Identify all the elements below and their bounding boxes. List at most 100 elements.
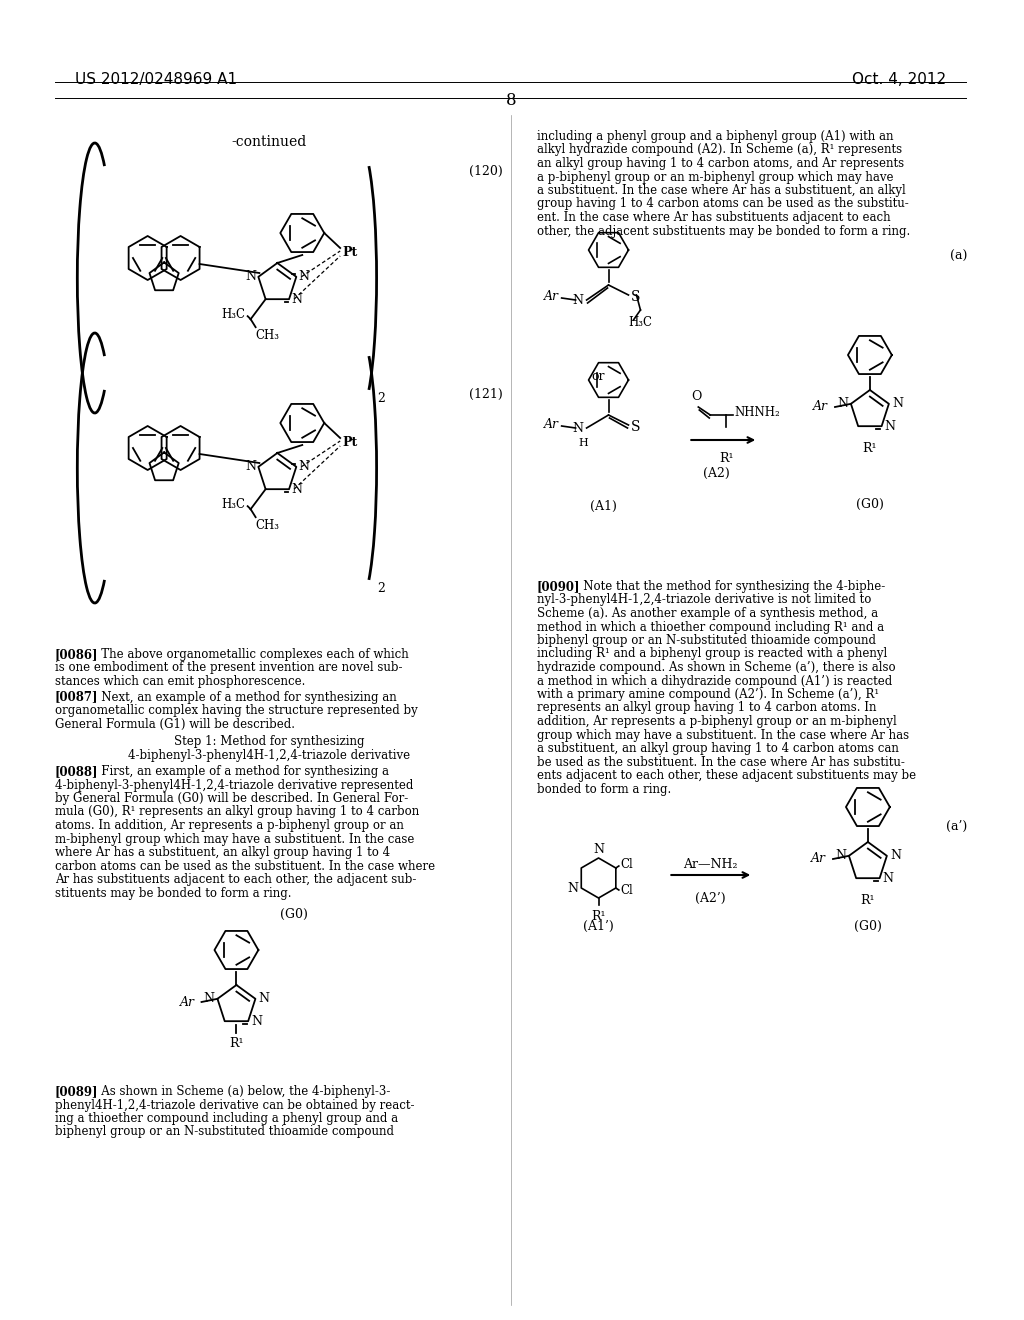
Text: N: N [572, 421, 584, 434]
Text: As shown in Scheme (a) below, the 4-biphenyl-3-: As shown in Scheme (a) below, the 4-biph… [90, 1085, 390, 1098]
Text: Scheme (a). As another example of a synthesis method, a: Scheme (a). As another example of a synt… [537, 607, 878, 620]
Text: atoms. In addition, Ar represents a p-biphenyl group or an: atoms. In addition, Ar represents a p-bi… [55, 818, 403, 832]
Text: R¹: R¹ [229, 1038, 244, 1049]
Text: biphenyl group or an N-substituted thioamide compound: biphenyl group or an N-substituted thioa… [55, 1126, 394, 1138]
Text: -continued: -continued [231, 135, 307, 149]
Text: The above organometallic complexes each of which: The above organometallic complexes each … [90, 648, 409, 661]
Text: including R¹ and a biphenyl group is reacted with a phenyl: including R¹ and a biphenyl group is rea… [537, 648, 887, 660]
Text: (G0): (G0) [281, 908, 308, 921]
Text: (A2): (A2) [702, 467, 730, 480]
Text: 2: 2 [377, 392, 385, 404]
Text: method in which a thioether compound including R¹ and a: method in which a thioether compound inc… [537, 620, 884, 634]
Text: N: N [298, 271, 309, 284]
Text: Oct. 4, 2012: Oct. 4, 2012 [852, 73, 946, 87]
Text: phenyl4H-1,2,4-triazole derivative can be obtained by react-: phenyl4H-1,2,4-triazole derivative can b… [55, 1098, 415, 1111]
Text: including a phenyl group and a biphenyl group (A1) with an: including a phenyl group and a biphenyl … [537, 129, 893, 143]
Text: is one embodiment of the present invention are novel sub-: is one embodiment of the present inventi… [55, 661, 402, 675]
Text: Ar: Ar [544, 418, 559, 432]
Text: (A1): (A1) [590, 500, 617, 513]
Text: R¹: R¹ [862, 442, 878, 455]
Text: Ar has substituents adjacent to each other, the adjacent sub-: Ar has substituents adjacent to each oth… [55, 873, 416, 886]
Text: Ar—NH₂: Ar—NH₂ [683, 858, 737, 871]
Text: N: N [837, 397, 848, 411]
Text: addition, Ar represents a p-biphenyl group or an m-biphenyl: addition, Ar represents a p-biphenyl gro… [537, 715, 896, 729]
Text: General Formula (G1) will be described.: General Formula (G1) will be described. [55, 718, 295, 730]
Text: biphenyl group or an N-substituted thioamide compound: biphenyl group or an N-substituted thioa… [537, 634, 876, 647]
Text: H₃C: H₃C [221, 498, 246, 511]
Text: N: N [291, 293, 302, 306]
Text: H: H [579, 438, 589, 447]
Text: a p-biphenyl group or an m-biphenyl group which may have: a p-biphenyl group or an m-biphenyl grou… [537, 170, 893, 183]
Text: group which may have a substituent. In the case where Ar has: group which may have a substituent. In t… [537, 729, 909, 742]
Text: group having 1 to 4 carbon atoms can be used as the substitu-: group having 1 to 4 carbon atoms can be … [537, 198, 908, 210]
Text: m-biphenyl group which may have a substituent. In the case: m-biphenyl group which may have a substi… [55, 833, 415, 846]
Text: mula (G0), R¹ represents an alkyl group having 1 to 4 carbon: mula (G0), R¹ represents an alkyl group … [55, 805, 419, 818]
Text: hydrazide compound. As shown in Scheme (a’), there is also: hydrazide compound. As shown in Scheme (… [537, 661, 895, 675]
Text: [0087]: [0087] [55, 690, 98, 704]
Text: Cl: Cl [621, 884, 634, 898]
Text: a method in which a dihydrazide compound (A1’) is reacted: a method in which a dihydrazide compound… [537, 675, 892, 688]
Text: ent. In the case where Ar has substituents adjacent to each: ent. In the case where Ar has substituen… [537, 211, 890, 224]
Text: Ar: Ar [811, 853, 826, 866]
Text: N: N [204, 993, 214, 1006]
Text: carbon atoms can be used as the substituent. In the case where: carbon atoms can be used as the substitu… [55, 859, 435, 873]
Text: alkyl hydrazide compound (A2). In Scheme (a), R¹ represents: alkyl hydrazide compound (A2). In Scheme… [537, 144, 902, 157]
Text: a substituent, an alkyl group having 1 to 4 carbon atoms can: a substituent, an alkyl group having 1 t… [537, 742, 899, 755]
Text: by General Formula (G0) will be described. In General For-: by General Formula (G0) will be describe… [55, 792, 409, 805]
Text: Ar: Ar [179, 995, 195, 1008]
Text: S: S [631, 290, 640, 304]
Text: R¹: R¹ [591, 909, 606, 923]
Text: R¹: R¹ [719, 451, 733, 465]
Text: Note that the method for synthesizing the 4-biphe-: Note that the method for synthesizing th… [571, 579, 885, 593]
Text: R¹: R¹ [860, 894, 876, 907]
Text: represents an alkyl group having 1 to 4 carbon atoms. In: represents an alkyl group having 1 to 4 … [537, 701, 877, 714]
Text: Next, an example of a method for synthesizing an: Next, an example of a method for synthes… [90, 690, 396, 704]
Text: N: N [298, 461, 309, 474]
Text: N: N [251, 1015, 262, 1028]
Text: N: N [246, 461, 256, 474]
Text: 8: 8 [506, 92, 516, 110]
Text: Step 1: Method for synthesizing: Step 1: Method for synthesizing [174, 735, 365, 748]
Text: N: N [883, 871, 894, 884]
Text: nyl-3-phenyl4H-1,2,4-triazole derivative is not limited to: nyl-3-phenyl4H-1,2,4-triazole derivative… [537, 594, 871, 606]
Text: stances which can emit phosphorescence.: stances which can emit phosphorescence. [55, 675, 305, 688]
Text: Pt: Pt [342, 247, 357, 260]
Text: N: N [593, 843, 604, 855]
Text: [0086]: [0086] [55, 648, 98, 661]
Text: or: or [592, 370, 605, 383]
Text: [0088]: [0088] [55, 766, 98, 777]
Text: First, an example of a method for synthesizing a: First, an example of a method for synthe… [90, 766, 389, 777]
Text: N: N [258, 993, 269, 1006]
Text: CH₃: CH₃ [256, 329, 280, 342]
Text: with a primary amine compound (A2’). In Scheme (a’), R¹: with a primary amine compound (A2’). In … [537, 688, 879, 701]
Text: (G0): (G0) [854, 920, 882, 933]
Text: (A2’): (A2’) [695, 892, 726, 906]
Text: US 2012/0248969 A1: US 2012/0248969 A1 [75, 73, 237, 87]
Text: where Ar has a substituent, an alkyl group having 1 to 4: where Ar has a substituent, an alkyl gro… [55, 846, 390, 859]
Text: an alkyl group having 1 to 4 carbon atoms, and Ar represents: an alkyl group having 1 to 4 carbon atom… [537, 157, 904, 170]
Text: Pt: Pt [342, 437, 357, 450]
Text: 4-biphenyl-3-phenyl4H-1,2,4-triazole derivative: 4-biphenyl-3-phenyl4H-1,2,4-triazole der… [128, 748, 411, 762]
Text: ing a thioether compound including a phenyl group and a: ing a thioether compound including a phe… [55, 1111, 398, 1125]
Text: [0089]: [0089] [55, 1085, 98, 1098]
Text: 4-biphenyl-3-phenyl4H-1,2,4-triazole derivative represented: 4-biphenyl-3-phenyl4H-1,2,4-triazole der… [55, 779, 414, 792]
Text: (a): (a) [950, 249, 968, 263]
Text: H₃C: H₃C [221, 308, 246, 321]
Text: N: N [890, 849, 901, 862]
Text: other, the adjacent substituents may be bonded to form a ring.: other, the adjacent substituents may be … [537, 224, 910, 238]
Text: O: O [691, 389, 701, 403]
Text: N: N [246, 271, 256, 284]
Text: be used as the substituent. In the case where Ar has substitu-: be used as the substituent. In the case … [537, 755, 904, 768]
Text: (121): (121) [469, 388, 503, 401]
Text: [0090]: [0090] [537, 579, 581, 593]
Text: a substituent. In the case where Ar has a substituent, an alkyl: a substituent. In the case where Ar has … [537, 183, 905, 197]
Text: ents adjacent to each other, these adjacent substituents may be: ents adjacent to each other, these adjac… [537, 770, 915, 781]
Text: (A1’): (A1’) [584, 920, 614, 933]
Text: 2: 2 [377, 582, 385, 594]
Text: (120): (120) [469, 165, 503, 178]
Text: H₃C: H₃C [629, 315, 652, 329]
Text: (a’): (a’) [946, 820, 968, 833]
Text: stituents may be bonded to form a ring.: stituents may be bonded to form a ring. [55, 887, 292, 899]
Text: N: N [835, 849, 846, 862]
Text: Ar: Ar [813, 400, 828, 413]
